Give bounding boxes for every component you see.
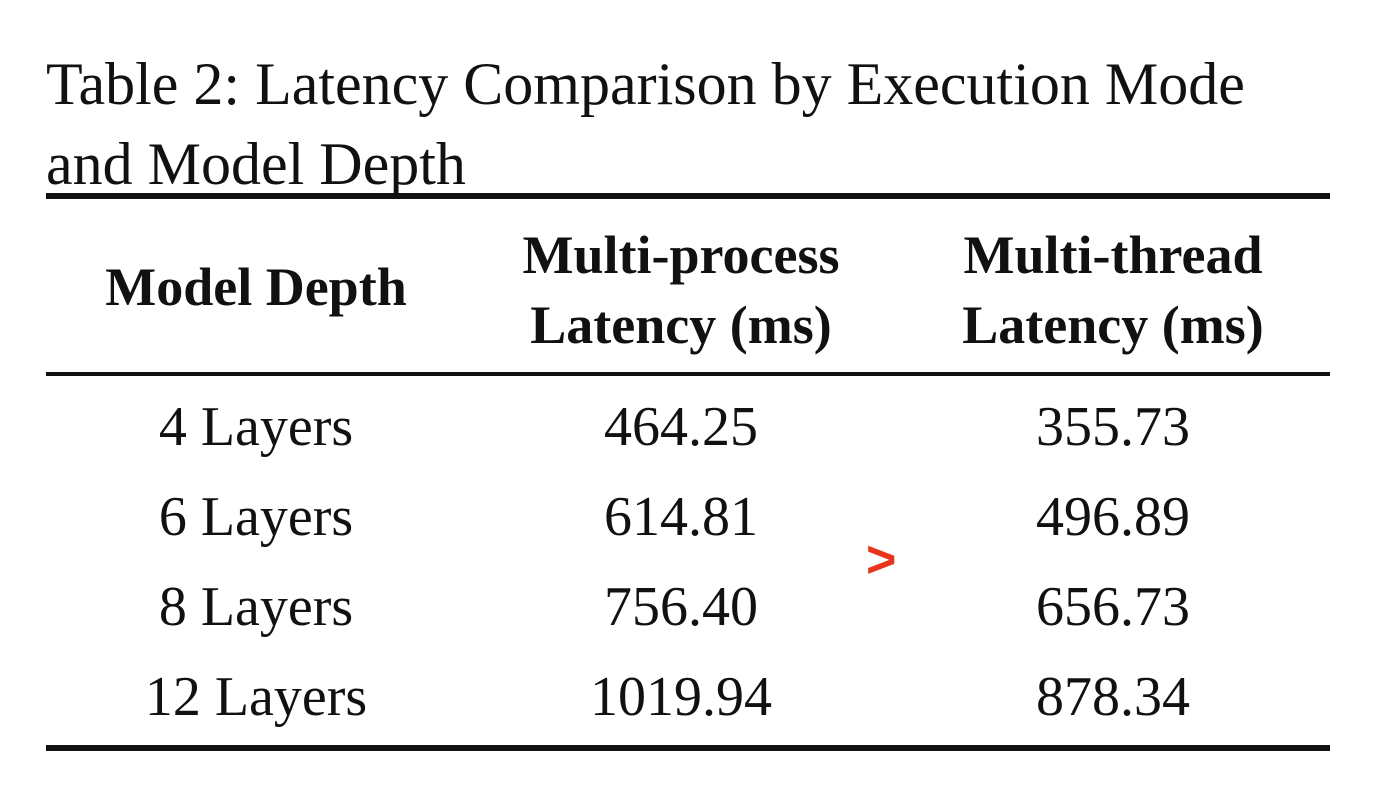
cell-multi-thread: 355.73: [1036, 396, 1190, 458]
header-rule: [46, 372, 1330, 376]
cell-model-depth: 6 Layers: [158, 486, 354, 548]
bottom-rule: [46, 745, 1330, 751]
caption-line-1: Table 2: Latency Comparison by Execution…: [46, 51, 1245, 117]
cell-multi-thread: 496.89: [1036, 486, 1190, 548]
cell-multi-process: 1019.94: [590, 666, 772, 728]
header-text: Multi-process: [522, 225, 840, 285]
table-caption: Table 2: Latency Comparison by Execution…: [46, 44, 1346, 204]
header-model-depth: Model Depth: [46, 252, 466, 322]
top-rule: [46, 193, 1330, 199]
table-row: 12 Layers 1019.94 878.34: [46, 652, 1330, 742]
header-multi-thread-latency: Multi-thread Latency (ms): [896, 220, 1330, 360]
table-row: 8 Layers 756.40 656.73: [46, 562, 1330, 652]
cell-multi-process: 756.40: [604, 576, 758, 638]
table-row: 6 Layers 614.81 496.89: [46, 472, 1330, 562]
annotation-marker: >: [866, 531, 897, 589]
header-text: Model Depth: [105, 257, 407, 317]
cell-model-depth: 4 Layers: [158, 396, 354, 458]
cell-multi-process: 614.81: [604, 486, 758, 548]
cell-multi-process: 464.25: [604, 396, 758, 458]
header-text: Multi-thread: [963, 225, 1263, 285]
cell-model-depth: 8 Layers: [158, 576, 354, 638]
caption-line-2: and Model Depth: [46, 131, 466, 197]
cell-model-depth: 12 Layers: [144, 666, 368, 728]
table-row: 4 Layers 464.25 355.73: [46, 382, 1330, 472]
header-text: Latency (ms): [530, 295, 832, 355]
header-multi-process-latency: Multi-process Latency (ms): [466, 220, 896, 360]
cell-multi-thread: 656.73: [1036, 576, 1190, 638]
cell-multi-thread: 878.34: [1036, 666, 1190, 728]
header-text: Latency (ms): [962, 295, 1264, 355]
